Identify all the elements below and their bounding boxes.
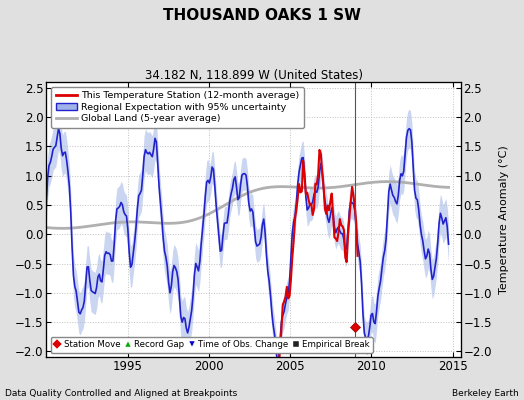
Title: 34.182 N, 118.899 W (United States): 34.182 N, 118.899 W (United States) xyxy=(145,69,363,82)
Text: Berkeley Earth: Berkeley Earth xyxy=(452,389,519,398)
Y-axis label: Temperature Anomaly (°C): Temperature Anomaly (°C) xyxy=(499,145,509,294)
Text: Data Quality Controlled and Aligned at Breakpoints: Data Quality Controlled and Aligned at B… xyxy=(5,389,237,398)
Text: THOUSAND OAKS 1 SW: THOUSAND OAKS 1 SW xyxy=(163,8,361,23)
Legend: Station Move, Record Gap, Time of Obs. Change, Empirical Break: Station Move, Record Gap, Time of Obs. C… xyxy=(51,337,373,353)
